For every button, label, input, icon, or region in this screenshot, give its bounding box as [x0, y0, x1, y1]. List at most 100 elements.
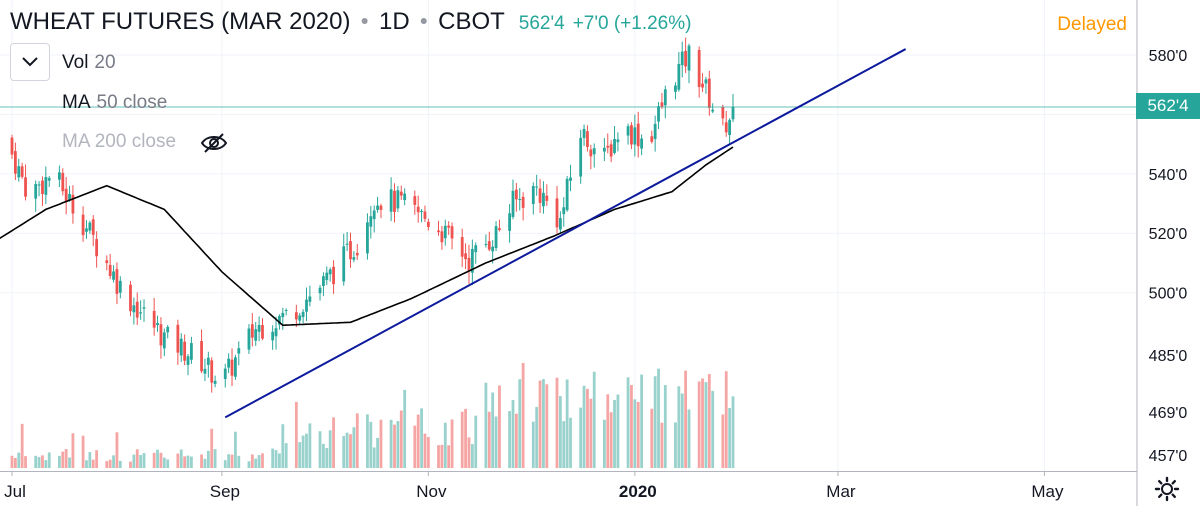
candle-body [630, 125, 633, 145]
volume-bar [129, 461, 132, 468]
volume-bar [613, 400, 616, 468]
candle-body [91, 219, 95, 235]
volume-bar [10, 455, 14, 468]
volume-bar [17, 452, 21, 468]
candle-body [423, 211, 427, 219]
candle-body [376, 205, 379, 210]
legend-ma200[interactable]: MA 200 close [62, 131, 176, 153]
legend-ma50[interactable]: MA 50 close [62, 92, 167, 114]
candle-body [250, 324, 254, 338]
candle-body [176, 324, 180, 353]
candle-body [487, 241, 491, 250]
symbol-name[interactable]: WHEAT FUTURES (MAR 2020) [10, 8, 351, 35]
volume-bar [332, 417, 335, 468]
volume-bar [491, 392, 495, 468]
candle-body [447, 225, 451, 228]
candle-body [626, 126, 630, 136]
candle-body [118, 280, 122, 293]
gear-icon[interactable] [1154, 476, 1180, 502]
candle-body [152, 310, 156, 328]
candle-body [261, 325, 264, 339]
candle-body [44, 176, 48, 195]
volume-bar [592, 371, 596, 468]
trendline[interactable] [224, 48, 907, 419]
volume-bar [281, 424, 285, 468]
candle-body [159, 324, 163, 346]
candle-body [366, 222, 369, 254]
volume-bar [555, 377, 559, 468]
candle-body [474, 245, 478, 253]
time-tick-label: Sep [210, 482, 240, 501]
candle-body [179, 338, 183, 356]
volume-bar [223, 460, 227, 468]
candle-body [443, 225, 447, 239]
volume-bar [579, 407, 583, 468]
candle-body [34, 184, 38, 199]
candle-body [274, 328, 278, 337]
candle-body [349, 241, 352, 260]
candle-body [538, 188, 542, 203]
volume-bar [61, 451, 65, 468]
candle-body [271, 331, 275, 341]
candle-body [521, 196, 525, 208]
time-tick-label: Jul [4, 482, 26, 501]
volume-bar [423, 433, 427, 468]
time-tick-label: May [1031, 482, 1064, 501]
candle-body [389, 189, 393, 212]
candle-body [203, 368, 207, 374]
volume-bar [37, 457, 41, 468]
candle-body [308, 296, 312, 302]
candle-body [633, 127, 637, 145]
volume-tick-label: 469'0 [1149, 405, 1188, 422]
volume-bar [105, 461, 109, 468]
candle-body [305, 299, 308, 312]
volume-bar [325, 447, 329, 468]
candle-body [660, 102, 664, 107]
eye-off-icon[interactable] [200, 131, 228, 155]
candle-body [464, 253, 467, 260]
candle-body [701, 83, 704, 88]
volume-bar [24, 456, 27, 468]
price-axis[interactable]: 580'0 540'0 520'0 500'0 485'0 469'0 457'0 [1149, 48, 1188, 465]
volume-bar [190, 456, 193, 468]
candle-body [345, 243, 349, 245]
volume-bar [88, 452, 92, 468]
volume-bar [467, 437, 471, 468]
time-axis[interactable]: Jul Sep Nov 2020 Mar May [4, 471, 1064, 501]
candle-body [57, 172, 61, 180]
legend-vol-value: 20 [94, 52, 116, 73]
candle-body [569, 177, 572, 181]
candle-body [105, 260, 109, 264]
volume-bar [118, 460, 122, 468]
candle-body [511, 190, 515, 217]
volume-bar [294, 401, 298, 468]
candle-body [542, 192, 545, 207]
candle-body [135, 301, 139, 318]
candle-body [41, 180, 44, 194]
volume-bar [342, 435, 346, 468]
candle-body [731, 106, 735, 120]
interval[interactable]: 1D [378, 8, 410, 35]
legend-toggle-button[interactable] [10, 43, 50, 81]
delayed-badge: Delayed [1057, 14, 1127, 35]
candle-body [403, 193, 407, 200]
price-tick-label: 580'0 [1149, 48, 1188, 65]
volume-bar [203, 458, 207, 468]
candle-body [156, 323, 159, 326]
legend-vol[interactable]: Vol 20 [62, 52, 116, 74]
candle-body [606, 145, 610, 148]
volume-bar [636, 401, 640, 468]
candle-body [64, 188, 68, 202]
volume-bar [498, 385, 501, 468]
candle-body [579, 137, 583, 177]
candle-body [37, 184, 41, 186]
volume-bar [274, 450, 278, 468]
candle-body [393, 190, 396, 212]
candle-body [190, 343, 193, 360]
volume-bar [366, 414, 369, 468]
volume-bar [47, 452, 51, 468]
candle-body [680, 51, 684, 66]
candle-body [206, 357, 210, 365]
candle-body [399, 191, 403, 196]
